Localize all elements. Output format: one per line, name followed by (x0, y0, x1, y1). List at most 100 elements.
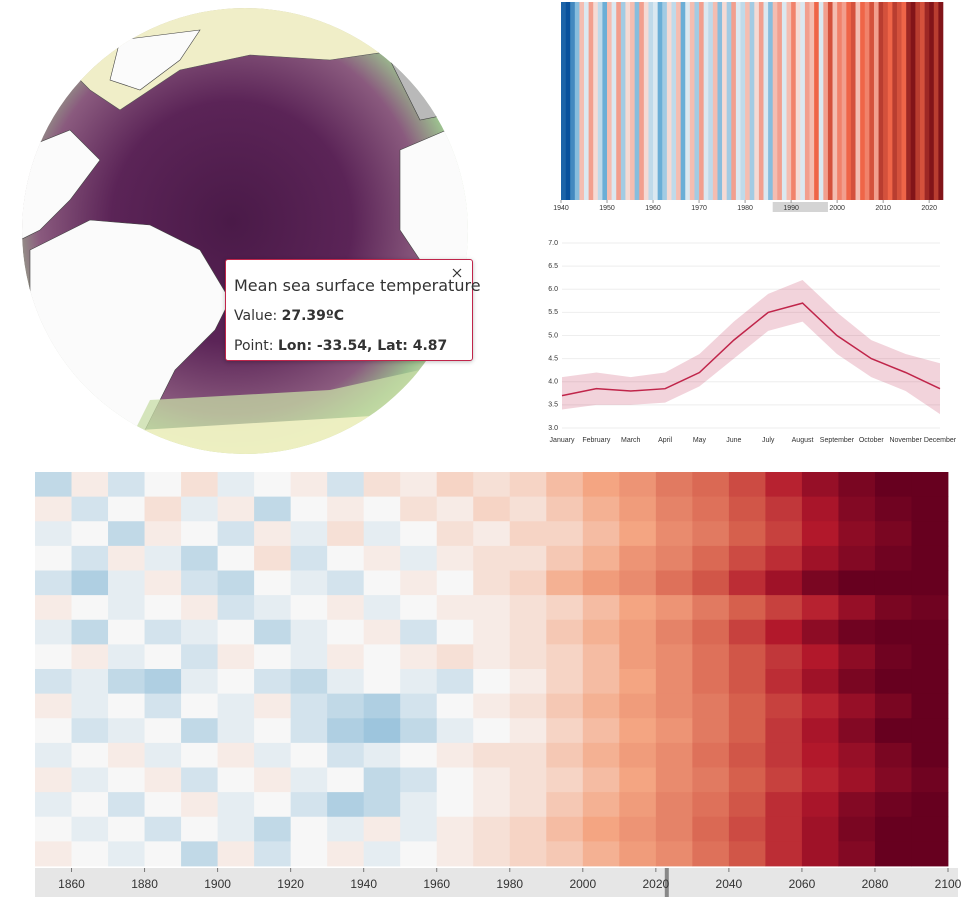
heat-cell (765, 841, 803, 867)
heat-cell (911, 841, 949, 867)
heat-cell (144, 841, 182, 867)
heat-cell (436, 619, 474, 645)
heat-cell (108, 545, 145, 571)
heat-cell (254, 570, 292, 596)
heat-cell (436, 496, 474, 522)
heat-cell (728, 595, 766, 621)
heat-cell (655, 570, 693, 596)
stripe (841, 2, 847, 200)
stripe (703, 2, 709, 200)
heat-cell (801, 841, 839, 867)
heat-cell (619, 570, 657, 596)
heat-cell (619, 545, 657, 571)
heat-cell (619, 619, 657, 645)
heat-cell (692, 472, 730, 498)
heat-cell (290, 841, 328, 867)
heat-cell (692, 521, 730, 547)
heat-cell (436, 693, 474, 719)
heat-cell (181, 718, 218, 744)
heat-cell (619, 718, 657, 744)
heat-cell (509, 742, 547, 768)
heat-cell (692, 619, 730, 645)
x-tick-label: April (658, 437, 672, 444)
heat-cell (290, 595, 328, 621)
heat-cell (838, 742, 876, 768)
tooltip: Mean sea surface temperature Value: 27.3… (225, 259, 481, 361)
heat-cell (71, 669, 109, 695)
heat-cell (35, 669, 72, 695)
globe[interactable] (20, 0, 470, 460)
x-tick-label: July (762, 437, 775, 444)
heat-cell (400, 742, 438, 768)
stripe (818, 2, 824, 200)
heat-cell (400, 816, 438, 842)
heat-cell (181, 545, 218, 571)
x-tick-label: 2080 (862, 877, 889, 891)
heat-cell (363, 570, 401, 596)
heat-cell (35, 718, 72, 744)
heat-cell (290, 718, 328, 744)
stripe (588, 2, 594, 200)
heat-cell (801, 570, 839, 596)
stripe (671, 2, 677, 200)
point-label: Point: (234, 338, 274, 354)
heat-cell (655, 521, 693, 547)
heat-cell (436, 767, 474, 793)
y-tick-label: 3.0 (548, 425, 558, 432)
y-tick-label: 7.0 (548, 240, 558, 247)
heat-cell (363, 742, 401, 768)
stripe (593, 2, 599, 200)
heat-cell (35, 521, 72, 547)
stripe (634, 2, 640, 200)
heat-cell (582, 693, 620, 719)
stripe (740, 2, 746, 200)
heat-cell (108, 595, 145, 621)
stripe (850, 2, 856, 200)
stripe (938, 2, 944, 200)
heat-cell (71, 693, 109, 719)
heat-cell (728, 841, 766, 867)
heat-cell (144, 545, 182, 571)
heat-cell (582, 816, 620, 842)
heat-cell (911, 496, 949, 522)
heat-cell (254, 521, 292, 547)
heat-cell (911, 570, 949, 596)
heat-cell (400, 767, 438, 793)
stripe (933, 2, 939, 200)
heat-cell (838, 570, 876, 596)
close-button[interactable] (452, 268, 462, 278)
heat-cell (290, 767, 328, 793)
heat-cell (108, 521, 145, 547)
heat-cell (363, 767, 401, 793)
heat-cell (509, 718, 547, 744)
heat-cell (801, 619, 839, 645)
heat-cell (217, 841, 255, 867)
x-tick-label: December (924, 437, 957, 444)
heat-cell (655, 693, 693, 719)
heat-cell (71, 595, 109, 621)
x-tick-label: October (859, 437, 885, 444)
heat-cell (327, 521, 365, 547)
heat-cell (71, 767, 109, 793)
heat-cell (436, 521, 474, 547)
heat-cell (546, 595, 584, 621)
x-tick-label: 1980 (737, 205, 753, 212)
stripe (643, 2, 649, 200)
heat-cell (181, 669, 218, 695)
heat-cell (801, 595, 839, 621)
heat-cell (582, 742, 620, 768)
heat-cell (290, 619, 328, 645)
heat-cell (582, 644, 620, 670)
heat-cell (619, 669, 657, 695)
heat-cell (911, 718, 949, 744)
tooltip-value-row: Value: 27.39ºC (234, 308, 344, 324)
heat-cell (509, 521, 547, 547)
heat-cell (436, 792, 474, 818)
heat-cell (619, 841, 657, 867)
x-tick-label: March (621, 437, 641, 444)
heat-cell (546, 619, 584, 645)
stripe (602, 2, 608, 200)
stripe (579, 2, 585, 200)
x-tick-label: 2010 (875, 205, 891, 212)
